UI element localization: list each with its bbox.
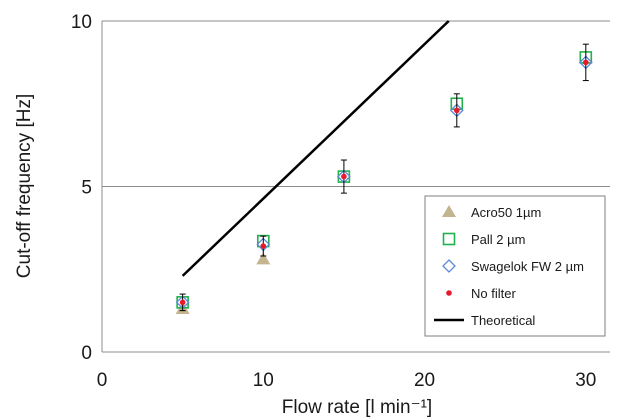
legend-label: No filter: [471, 286, 516, 301]
data-marks: [175, 43, 593, 314]
data-point: [453, 107, 460, 114]
data-point: [179, 299, 186, 306]
legend-marker: [442, 205, 456, 217]
theoretical-line-layer: [181, 20, 450, 277]
data-point: [260, 243, 267, 249]
x-tick-label: 10: [253, 370, 274, 391]
legend: Acro50 1µm Pall 2 µm Swagelok FW 2 µm No fi…: [424, 195, 606, 337]
legend-marker: [446, 290, 452, 296]
legend-label: Theoretical: [471, 313, 535, 328]
y-tick-label: 5: [81, 178, 92, 199]
data-point: [341, 173, 347, 180]
y-tick-label: 10: [71, 12, 92, 33]
tick-labels: 0 5 10 0 10 20 30: [71, 12, 597, 391]
x-tick-label: 30: [575, 370, 596, 391]
legend-label: Swagelok FW 2 µm: [471, 259, 584, 274]
legend-marker: [442, 232, 456, 246]
data-point: [583, 59, 589, 66]
x-tick-label: 0: [97, 370, 108, 391]
legend-label: Pall 2 µm: [471, 232, 525, 247]
y-axis-title: Cut-off frequency [Hz]: [14, 94, 35, 278]
data-point: [256, 252, 271, 265]
theoretical-line: [181, 20, 450, 277]
y-tick-label: 0: [81, 343, 92, 364]
plot-frame: [101, 21, 610, 353]
x-tick-label: 20: [414, 370, 435, 391]
grid-lines: [102, 20, 610, 187]
legend-marker: [442, 259, 456, 273]
x-axis-title: Flow rate [l min⁻¹]: [282, 397, 432, 418]
legend-label: Acro50 1µm: [471, 205, 541, 220]
